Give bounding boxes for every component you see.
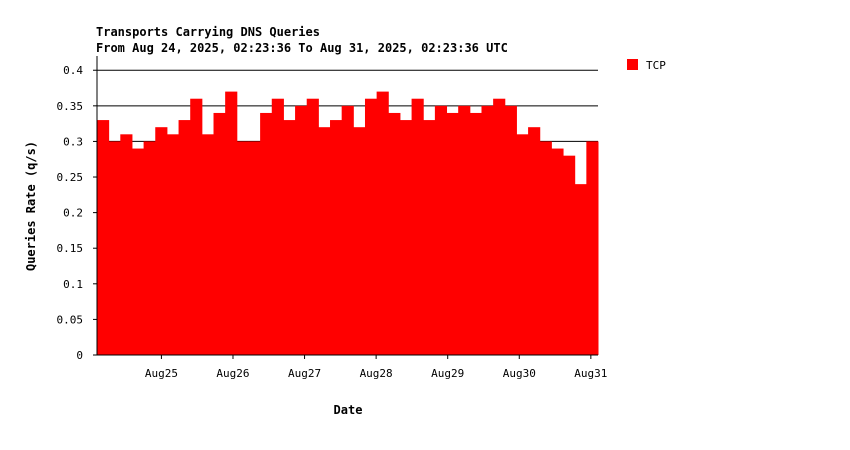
y-tick-label: 0.35 <box>57 100 84 113</box>
tcp-bar <box>271 98 284 356</box>
tcp-bar <box>260 112 273 355</box>
tcp-bar <box>120 134 133 355</box>
tcp-bar <box>434 105 448 355</box>
y-tick-label: 0.2 <box>63 207 83 220</box>
tcp-bar <box>446 112 459 355</box>
data-series-tcp <box>97 91 599 356</box>
y-tick-label: 0.25 <box>57 171 84 184</box>
y-tick-label: 0.05 <box>57 313 84 326</box>
chart-subtitle: From Aug 24, 2025, 02:23:36 To Aug 31, 2… <box>96 41 508 55</box>
tcp-bar <box>213 112 226 355</box>
tcp-bar <box>551 148 564 355</box>
tcp-bar <box>469 112 482 355</box>
tcp-bar <box>364 98 378 356</box>
tcp-bar <box>306 98 319 356</box>
tcp-bar <box>353 127 366 355</box>
tcp-bar <box>423 120 436 355</box>
x-tick-label: Aug27 <box>288 367 321 380</box>
tcp-bar <box>574 184 587 355</box>
tcp-bar <box>504 105 517 355</box>
tcp-bar <box>341 105 354 355</box>
x-tick-label: Aug28 <box>360 367 393 380</box>
y-tick-label: 0.3 <box>63 135 83 148</box>
x-tick-label: Aug30 <box>503 367 536 380</box>
tcp-bar <box>166 134 180 355</box>
tcp-bar <box>236 141 249 355</box>
tcp-bar <box>225 91 238 355</box>
x-axis-label: Date <box>334 403 363 417</box>
tcp-bar <box>178 120 191 355</box>
tcp-bar <box>539 141 552 355</box>
tcp-bar <box>155 127 168 355</box>
tcp-bar <box>388 112 401 355</box>
tcp-bar <box>318 127 331 355</box>
tcp-bar <box>528 127 541 355</box>
tcp-bar <box>481 105 494 355</box>
x-tick-label: Aug31 <box>574 367 607 380</box>
tcp-bar <box>586 141 599 355</box>
tcp-bar <box>330 120 343 355</box>
tcp-bar <box>411 98 424 356</box>
tcp-bar <box>516 134 529 355</box>
legend: TCP <box>627 59 666 72</box>
y-tick-label: 0.15 <box>57 242 84 255</box>
y-tick-label: 0 <box>76 349 83 362</box>
tcp-bar <box>295 105 308 355</box>
tcp-bar <box>190 98 203 356</box>
chart-title: Transports Carrying DNS Queries <box>96 25 320 39</box>
y-axis-ticks: 0 0.05 0.1 0.15 0.2 0.25 0.3 0.35 0.4 <box>57 64 97 362</box>
legend-swatch-tcp <box>627 59 638 70</box>
tcp-bar <box>493 98 506 356</box>
x-axis-ticks: Aug25 Aug26 Aug27 Aug28 Aug29 Aug30 Aug31 <box>145 355 607 380</box>
x-tick-label: Aug25 <box>145 367 178 380</box>
tcp-bar <box>248 141 261 355</box>
y-tick-label: 0.4 <box>63 64 83 77</box>
tcp-bar <box>458 105 471 355</box>
tcp-bar <box>97 120 110 355</box>
tcp-bar <box>376 91 389 355</box>
y-tick-label: 0.1 <box>63 278 83 291</box>
x-tick-label: Aug29 <box>431 367 464 380</box>
tcp-bar <box>563 155 576 355</box>
tcp-bar <box>131 148 145 355</box>
tcp-bar <box>283 120 296 355</box>
tcp-bar <box>108 141 121 355</box>
tcp-bar <box>399 120 413 355</box>
legend-label-tcp: TCP <box>646 59 666 72</box>
tcp-bar <box>143 141 156 355</box>
x-tick-label: Aug26 <box>216 367 249 380</box>
tcp-bar <box>201 134 215 355</box>
y-axis-label: Queries Rate (q/s) <box>24 141 38 271</box>
